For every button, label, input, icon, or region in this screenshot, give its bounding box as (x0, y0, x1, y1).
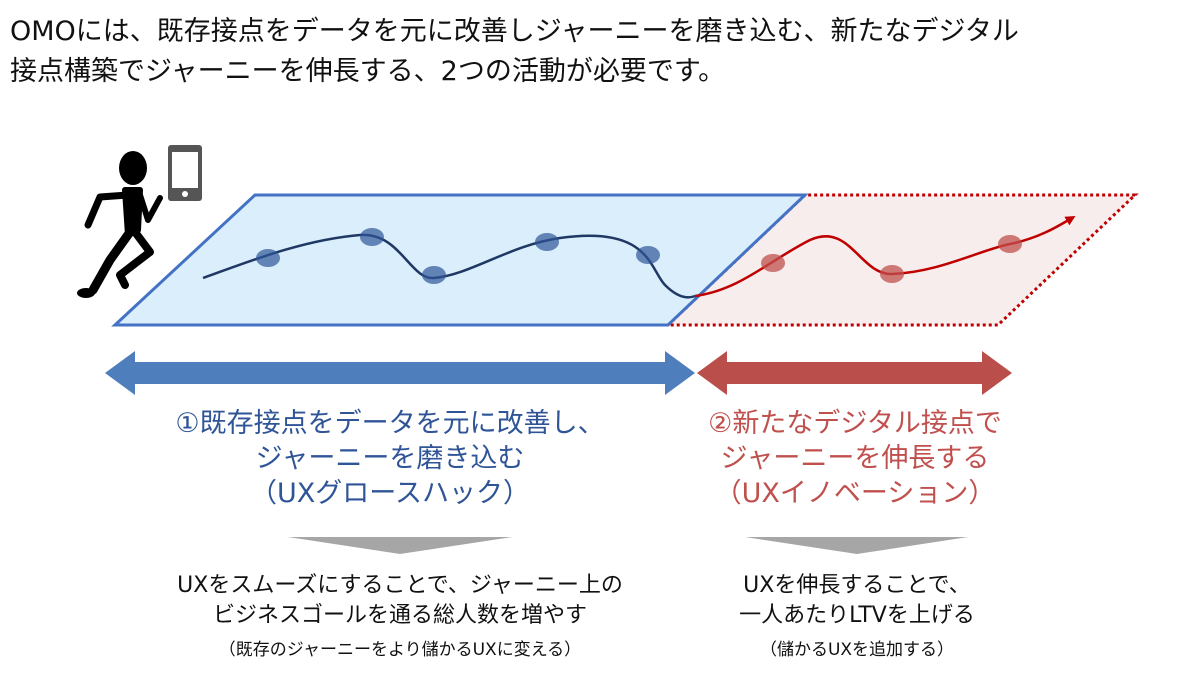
down-arrow-right (745, 537, 968, 554)
smartphone-icon (168, 145, 202, 201)
innovation-note: （儲かるUXを追加する） (760, 640, 954, 660)
innovation-plane (664, 193, 1139, 327)
touchpoint-dot (636, 246, 660, 264)
runner-icon (77, 151, 163, 298)
title-line-1: OMOには、既存接点をデータを元に改善しジャーニーを磨き込む、新たなデジタル (10, 16, 1019, 47)
innovation-label-2: ジャーニーを伸長する (721, 443, 990, 474)
innovation-result-2: 一人あたりLTVを上げる (739, 603, 975, 628)
innovation-result-1: UXを伸長することで、 (743, 573, 971, 598)
down-arrow-left (288, 537, 512, 554)
growth-hack-label-3: （UXグロースハック） (250, 478, 530, 509)
existing-journey-curve (202, 233, 696, 299)
growth-hack-note: （既存のジャーニーをより儲かるUXに変える） (219, 640, 581, 660)
touchpoint-dot (998, 235, 1022, 253)
innovation-label-3: （UXイノベーション） (715, 478, 996, 509)
touchpoint-dot (535, 233, 559, 251)
touchpoint-dot (360, 228, 384, 246)
growth-hack-result-1: UXをスムーズにすることで、ジャーニー上の (177, 573, 623, 598)
touchpoint-dot (256, 249, 280, 267)
innovation-range-arrow (697, 351, 1012, 395)
innovation-label-1: ②新たなデジタル接点で (708, 408, 1002, 439)
touchpoint-dot (880, 265, 904, 283)
title-line-2: 接点構築でジャーニーを伸長する、2つの活動が必要です。 (10, 56, 725, 87)
growth-hack-range-arrow (105, 351, 695, 395)
growth-hack-plane (111, 193, 809, 327)
touchpoint-dot (422, 266, 446, 284)
growth-hack-label-2: ジャーニーを磨き込む (256, 443, 525, 474)
touchpoint-dot (761, 254, 785, 272)
touchpoints-new (761, 235, 1022, 283)
growth-hack-label-1: ①既存接点をデータを元に改善し、 (175, 408, 604, 439)
growth-hack-result-2: ビジネスゴールを通る総人数を増やす (213, 603, 587, 628)
touchpoints-existing (256, 228, 660, 284)
